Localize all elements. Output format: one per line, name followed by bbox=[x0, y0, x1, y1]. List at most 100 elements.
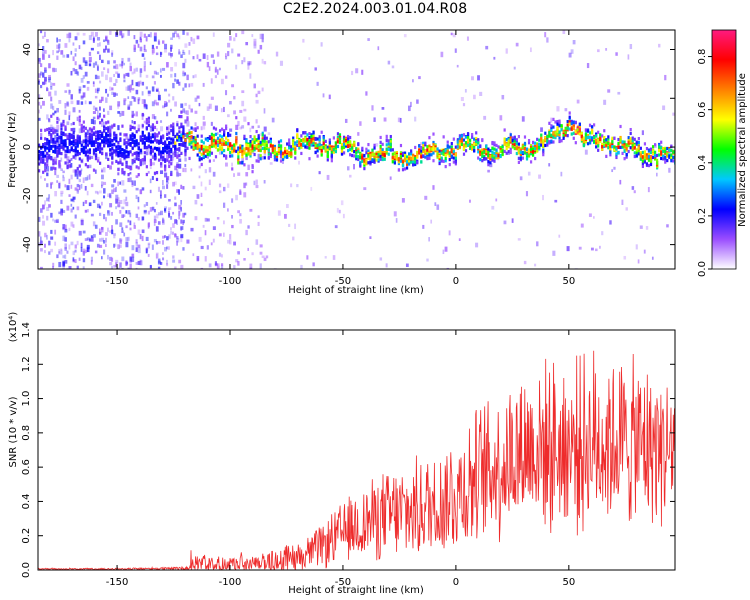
spectrogram-cell bbox=[46, 215, 49, 221]
spectrogram-ridge-cell bbox=[662, 149, 665, 154]
spectrogram-cell bbox=[308, 131, 311, 136]
spectrogram-cell bbox=[56, 145, 59, 150]
spectrogram-cell bbox=[182, 72, 186, 77]
spectrogram-cell bbox=[155, 177, 159, 182]
spectrogram-cell bbox=[84, 150, 87, 154]
spectrogram-cell bbox=[263, 150, 266, 154]
spectrogram-cell bbox=[196, 95, 200, 99]
spectrogram-ridge-cell bbox=[379, 149, 382, 153]
spectrogram-cell bbox=[192, 56, 195, 60]
spectrogram-cell bbox=[395, 151, 399, 155]
spectrogram-cell bbox=[235, 259, 239, 263]
spectrogram-cell bbox=[92, 143, 96, 147]
spectrogram-cell bbox=[379, 154, 382, 159]
spectrogram-cell bbox=[214, 145, 218, 149]
spectrogram-cell bbox=[101, 237, 105, 242]
spectrogram-cell bbox=[78, 86, 82, 92]
spectrogram-cell bbox=[405, 157, 409, 162]
spectrogram-cell bbox=[208, 66, 211, 71]
spectrogram-cell bbox=[235, 142, 238, 146]
spectrogram-cell bbox=[231, 150, 234, 154]
spectrogram-cell bbox=[86, 165, 89, 169]
spectrogram-cell bbox=[643, 160, 647, 164]
spectrogram-cell bbox=[300, 139, 303, 143]
spectrogram-ridge-cell bbox=[176, 135, 179, 140]
spectrogram-cell bbox=[52, 218, 54, 222]
spectrogram-cell bbox=[367, 142, 370, 147]
spectrogram-cell bbox=[127, 104, 131, 110]
spectrogram-cell bbox=[283, 155, 287, 159]
spectrogram-cell bbox=[94, 130, 98, 134]
spectrogram-cell bbox=[458, 136, 462, 140]
spectrogram-cell bbox=[647, 149, 651, 153]
spectrogram-cell bbox=[159, 153, 163, 157]
spectrogram-cell bbox=[184, 102, 187, 106]
spectrogram-cell bbox=[80, 219, 84, 226]
spectrogram-cell bbox=[38, 94, 41, 100]
spectrogram-cell bbox=[428, 156, 431, 160]
spectrogram-cell bbox=[481, 159, 484, 163]
spectrogram-ridge-cell bbox=[332, 147, 335, 152]
spectrogram-cell bbox=[44, 67, 47, 71]
spectrogram-cell bbox=[64, 43, 68, 48]
spectrogram-cell bbox=[479, 91, 483, 97]
spectrogram-cell bbox=[385, 134, 388, 138]
spectrogram-ridge-cell bbox=[235, 140, 238, 144]
spectrogram-cell bbox=[615, 152, 618, 156]
spectrogram-cell bbox=[168, 199, 171, 202]
spectrogram-cell bbox=[316, 81, 319, 86]
spectrogram-cell bbox=[96, 51, 100, 55]
spectrogram-cell bbox=[471, 132, 474, 137]
spectrogram-cell bbox=[50, 124, 53, 129]
spectrogram-cell bbox=[105, 35, 108, 40]
spectrogram-cell bbox=[170, 154, 173, 158]
spectrogram-cell bbox=[125, 210, 128, 214]
spectrogram-cell bbox=[342, 138, 346, 142]
spectrogram-cell bbox=[314, 142, 317, 146]
spectrogram-cell bbox=[182, 221, 184, 226]
spectrogram-cell bbox=[162, 141, 165, 146]
spectrogram-cell bbox=[184, 163, 187, 167]
spectrogram-cell bbox=[241, 125, 245, 129]
spectrogram-cell bbox=[44, 178, 46, 181]
spectrogram-cell bbox=[38, 156, 41, 160]
spectrogram-cell bbox=[46, 159, 49, 163]
spectrogram-cell bbox=[70, 147, 73, 152]
spectrogram-cell bbox=[115, 64, 119, 70]
spectrogram-cell bbox=[131, 125, 134, 130]
spectrogram-cell bbox=[153, 146, 157, 150]
spectrogram-cell bbox=[174, 152, 177, 156]
spectrogram-cell bbox=[239, 218, 242, 224]
spectrogram-cell bbox=[48, 240, 51, 246]
spectrogram-cell bbox=[42, 220, 46, 226]
spectrogram-cell bbox=[115, 219, 118, 225]
spectrogram-cell bbox=[363, 167, 366, 171]
spectrogram-cell bbox=[141, 124, 144, 128]
spectrogram-cell bbox=[151, 44, 155, 50]
spectrogram-cell bbox=[489, 149, 492, 153]
spectrogram-cell bbox=[416, 160, 419, 165]
spectrogram-cell bbox=[572, 136, 575, 140]
spectrogram-cell bbox=[113, 92, 117, 95]
spectrogram-cell bbox=[180, 110, 183, 114]
spectrogram-ridge-cell bbox=[440, 151, 443, 155]
spectrogram-cell bbox=[387, 152, 390, 156]
spectrogram-cell bbox=[103, 140, 106, 144]
spectrogram-cell bbox=[117, 181, 120, 187]
spectrogram-ridge-cell bbox=[450, 148, 453, 153]
spectrogram-cell bbox=[664, 74, 667, 81]
spectrogram-cell bbox=[243, 258, 246, 261]
spectrogram-cell bbox=[214, 127, 218, 131]
spectrogram-cell bbox=[111, 87, 114, 91]
spectrogram-cell bbox=[501, 145, 504, 149]
spectrogram-cell bbox=[82, 150, 85, 155]
spectrogram-cell bbox=[178, 215, 180, 220]
spectrogram-cell bbox=[145, 36, 148, 41]
spectrogram-cell bbox=[52, 105, 55, 111]
spectrogram-ridge-cell bbox=[359, 155, 362, 160]
spectrogram-cell bbox=[562, 133, 565, 138]
spectrogram-cell bbox=[131, 110, 135, 116]
spectrogram-cell bbox=[54, 144, 57, 149]
spectrogram-cell bbox=[66, 33, 69, 39]
spectrogram-cell bbox=[353, 154, 356, 158]
